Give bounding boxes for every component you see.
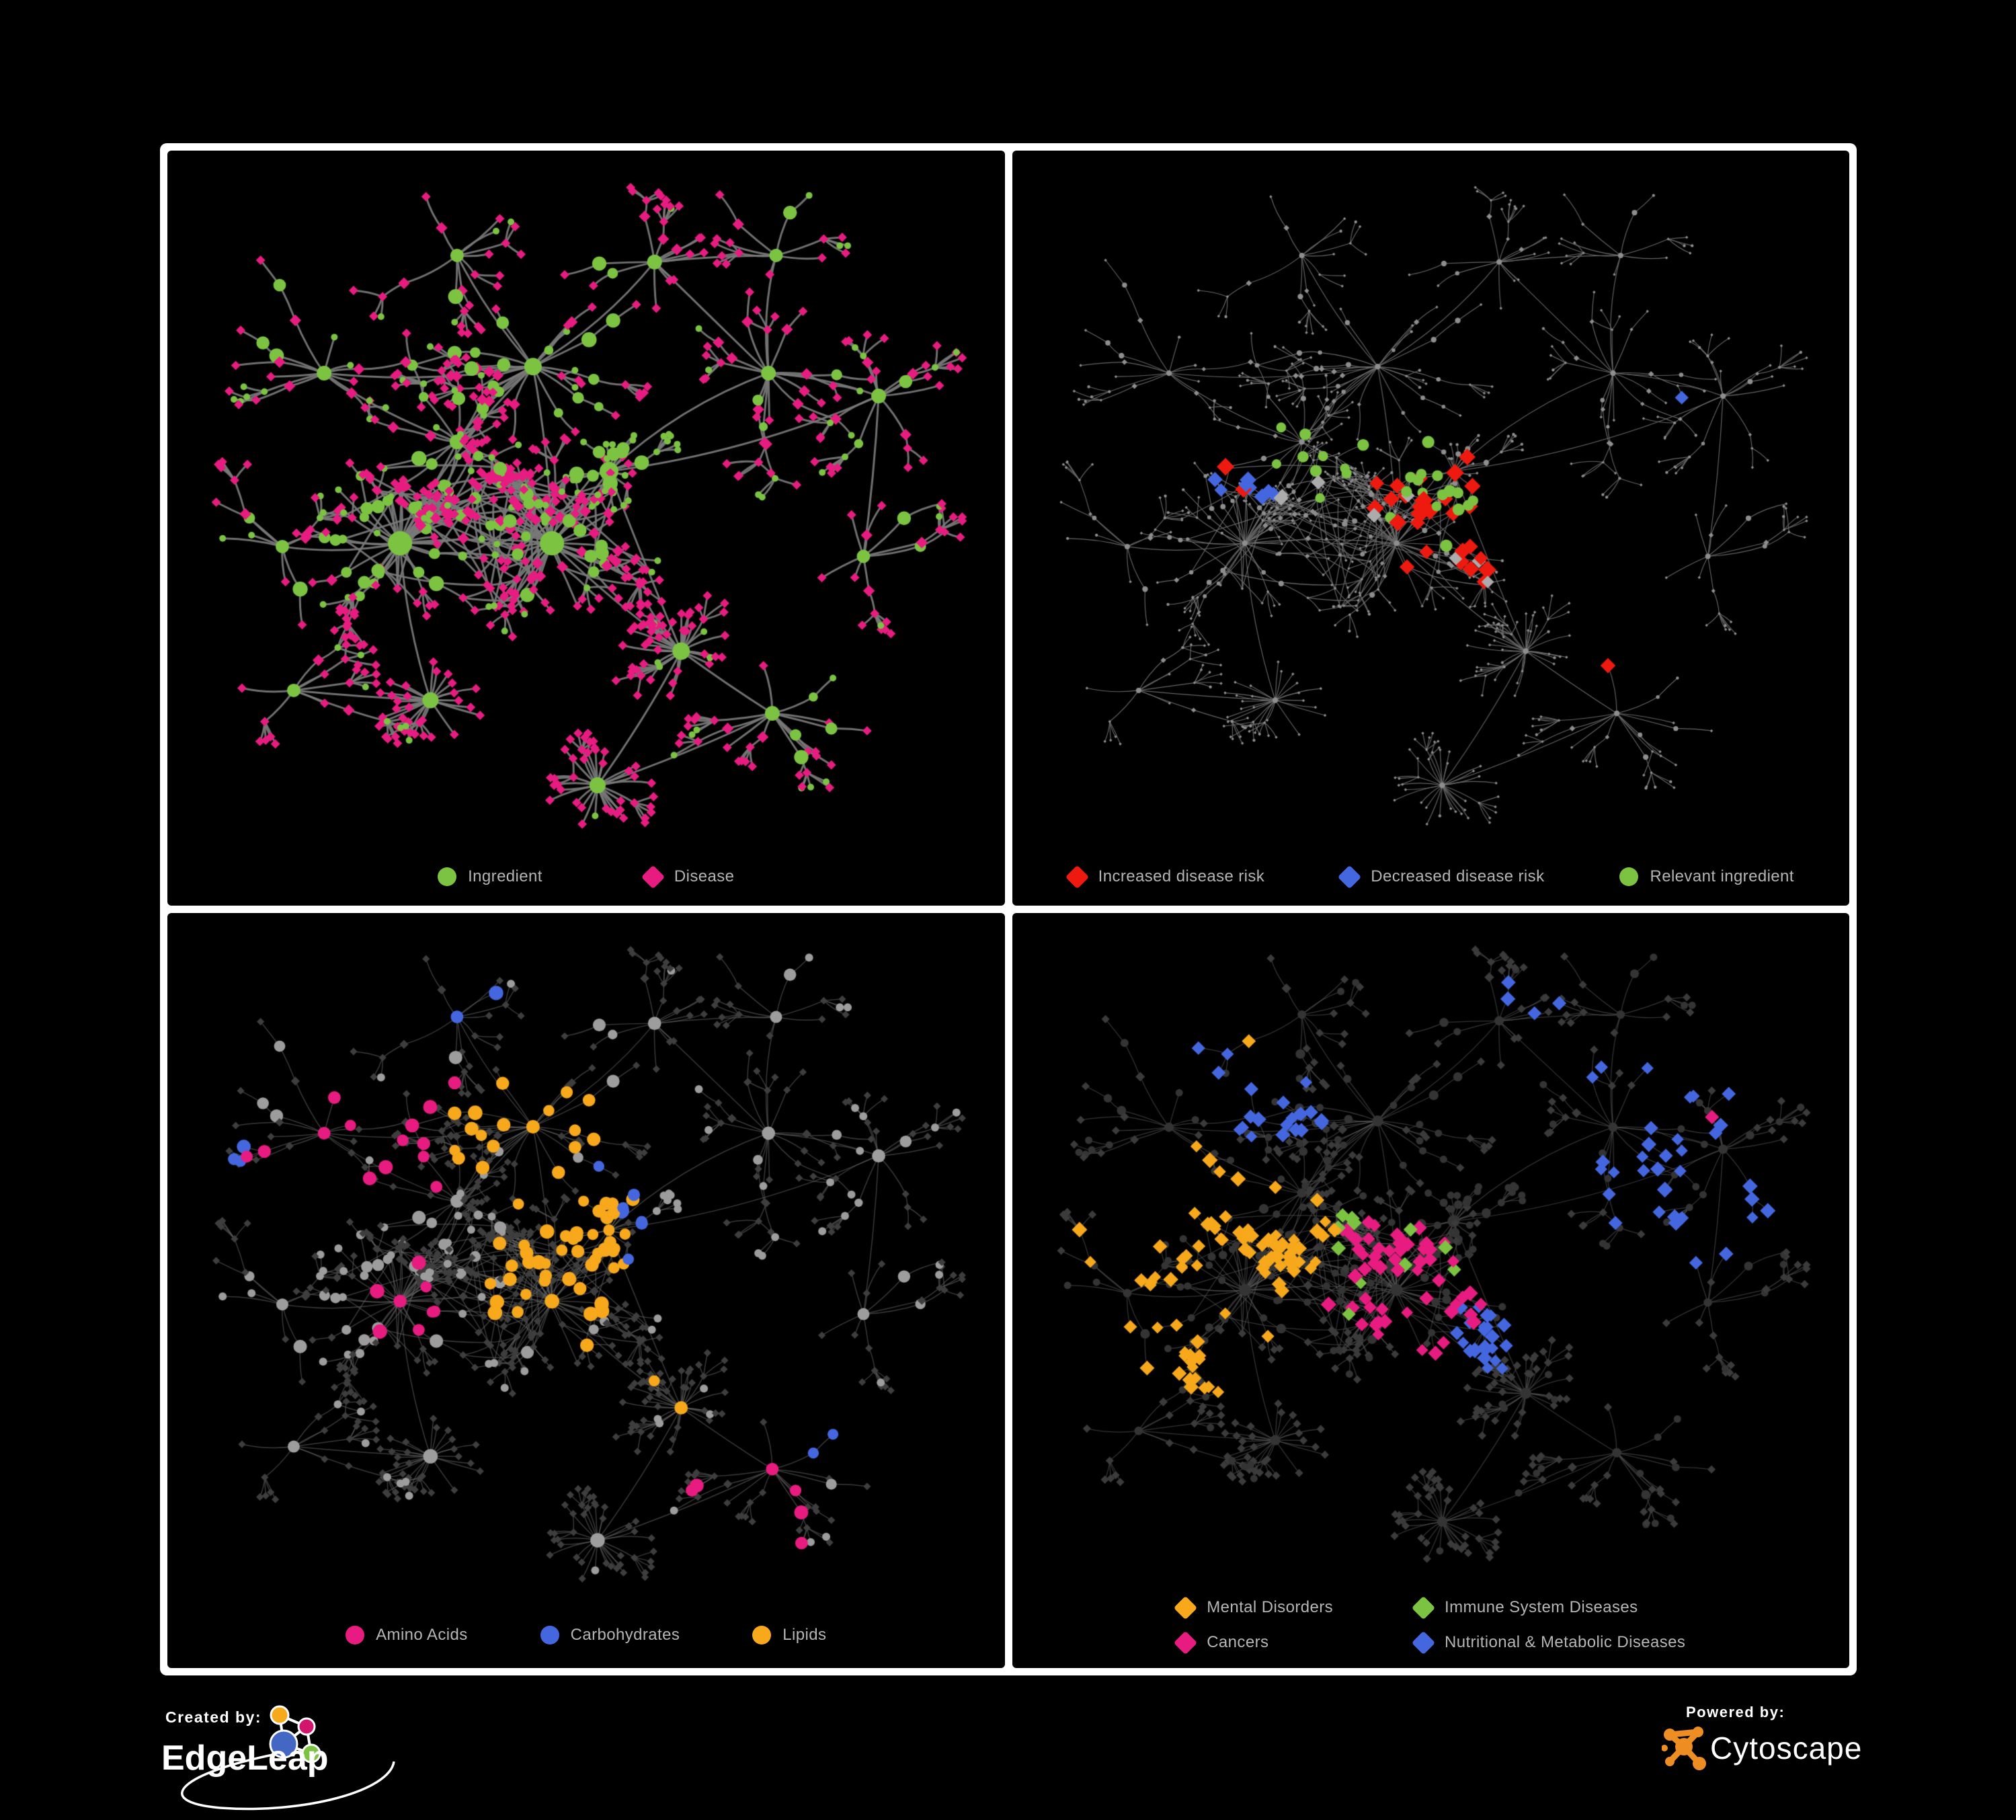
- legend-label-relevant-ingredient: Relevant ingredient: [1650, 867, 1794, 885]
- edgeleap-logo: Created by: EdgeLeap: [161, 1705, 395, 1811]
- edgeleap-pink-node: [297, 1717, 316, 1736]
- legend-item-relevant-ingredient: Relevant ingredient: [1619, 867, 1793, 886]
- lipids-circle-symbol: [752, 1626, 772, 1645]
- legend-label-ingredient: Ingredient: [468, 867, 542, 885]
- legend-label-disease: Disease: [674, 867, 735, 885]
- cancers-diamond-symbol: [1174, 1630, 1198, 1655]
- panel-disease-risk: Increased disease risk Decreased disease…: [1012, 151, 1850, 906]
- legend-label-immune-diseases: Immune System Diseases: [1445, 1598, 1638, 1616]
- legend-item-disease: Disease: [641, 865, 735, 889]
- legend-item-carbohydrates: Carbohydrates: [540, 1626, 680, 1645]
- legend-item-ingredient: Ingredient: [438, 867, 542, 886]
- legend-item-immune-diseases: Immune System Diseases: [1411, 1595, 1685, 1620]
- cytoscape-logo: Powered by: Cytoscape: [1661, 1704, 1862, 1770]
- legend-label-amino-acids: Amino Acids: [376, 1626, 468, 1644]
- network-graph-disease-classes: [1012, 913, 1849, 1582]
- increased-risk-diamond-symbol: [1065, 865, 1089, 889]
- panel-ingredient-disease: Ingredient Disease: [167, 151, 1005, 906]
- decreased-risk-diamond-symbol: [1338, 865, 1362, 889]
- legend-nutrient-classes: Amino Acids Carbohydrates Lipids: [167, 1602, 1005, 1668]
- legend-item-amino-acids: Amino Acids: [346, 1626, 467, 1645]
- amino-acids-circle-symbol: [346, 1626, 365, 1645]
- powered-by-label: Powered by:: [1686, 1704, 1785, 1720]
- legend-label-nutritional-metabolic: Nutritional & Metabolic Diseases: [1445, 1633, 1686, 1651]
- created-by-label: Created by:: [165, 1708, 261, 1726]
- panel-disease-classes: Mental Disorders Immune System Diseases …: [1012, 913, 1850, 1668]
- network-graph-ingredient-disease: [167, 151, 1005, 848]
- four-panel-frame: Ingredient Disease Increased disease ris…: [160, 143, 1857, 1675]
- legend-item-increased-risk: Increased disease risk: [1065, 865, 1265, 889]
- legend-label-cancers: Cancers: [1207, 1633, 1269, 1651]
- legend-label-increased-risk: Increased disease risk: [1098, 867, 1265, 885]
- edgeleap-orange-node: [270, 1705, 290, 1725]
- ingredient-circle-symbol: [438, 867, 457, 886]
- legend-item-cancers: Cancers: [1174, 1630, 1333, 1655]
- legend-label-lipids: Lipids: [782, 1626, 827, 1644]
- legend-item-decreased-risk: Decreased disease risk: [1338, 865, 1545, 889]
- legend-disease-classes: Mental Disorders Immune System Diseases …: [1012, 1582, 1850, 1668]
- edgeleap-credit: Created by: EdgeLeap: [155, 1700, 585, 1820]
- legend-label-decreased-risk: Decreased disease risk: [1371, 867, 1545, 885]
- edgeleap-green-node: [301, 1743, 321, 1764]
- legend-label-mental-disorders: Mental Disorders: [1207, 1598, 1333, 1616]
- network-graph-disease-risk: [1012, 151, 1849, 848]
- carbohydrates-circle-symbol: [540, 1626, 559, 1645]
- mental-disorders-diamond-symbol: [1174, 1595, 1198, 1620]
- disease-diamond-symbol: [641, 865, 666, 889]
- immune-diseases-diamond-symbol: [1411, 1595, 1436, 1620]
- legend-ingredient-disease: Ingredient Disease: [167, 848, 1005, 906]
- relevant-ingredient-circle-symbol: [1619, 867, 1639, 886]
- legend-item-mental-disorders: Mental Disorders: [1174, 1595, 1333, 1620]
- legend-label-carbohydrates: Carbohydrates: [570, 1626, 680, 1644]
- cytoscape-wordmark: Cytoscape: [1710, 1731, 1862, 1766]
- network-graph-nutrient-classes: [167, 913, 1005, 1602]
- cytoscape-credit: Powered by: Cytoscape: [1661, 1700, 1863, 1797]
- edgeleap-wordmark: EdgeLeap: [161, 1739, 329, 1778]
- legend-disease-risk: Increased disease risk Decreased disease…: [1012, 848, 1850, 906]
- panel-nutrient-classes: Amino Acids Carbohydrates Lipids: [167, 913, 1005, 1668]
- nutritional-metabolic-diamond-symbol: [1411, 1630, 1436, 1655]
- legend-item-lipids: Lipids: [752, 1626, 826, 1645]
- cytoscape-icon: [1661, 1727, 1706, 1770]
- edgeleap-blue-node: [269, 1729, 298, 1759]
- edgeleap-swoosh: [181, 1752, 395, 1811]
- legend-item-nutritional-metabolic: Nutritional & Metabolic Diseases: [1411, 1630, 1686, 1655]
